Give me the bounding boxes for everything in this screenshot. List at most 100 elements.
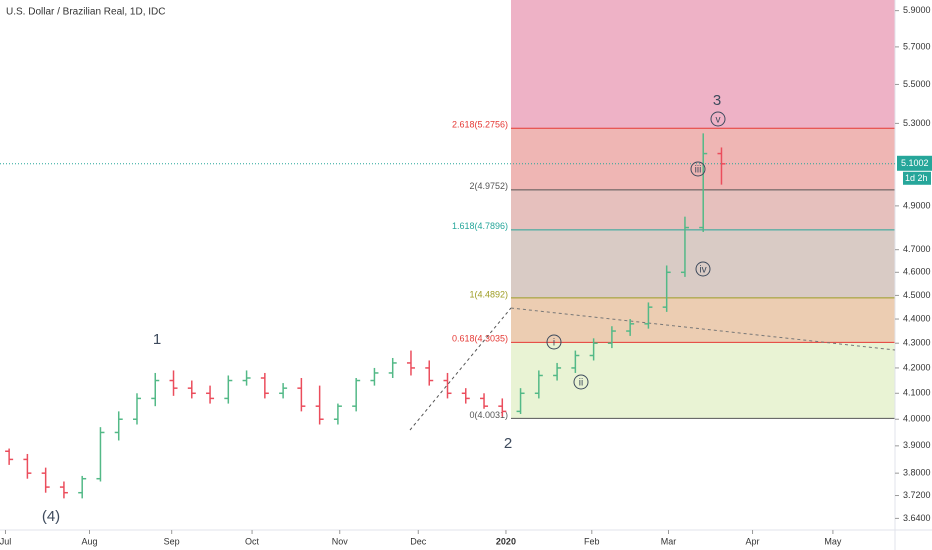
ohlc-bar [607, 326, 616, 349]
ohlc-bar [425, 360, 434, 386]
fib-label: 1(4.4892) [469, 289, 508, 299]
y-tick-label: 3.9000 [903, 440, 931, 450]
y-tick-label: 3.6400 [903, 513, 931, 523]
ohlc-bar [297, 378, 306, 412]
wave-circle [573, 374, 589, 390]
ohlc-bar [23, 453, 32, 479]
ohlc-bar [41, 467, 50, 493]
fib-label: 0.618(4.3035) [452, 334, 508, 344]
wave-label: 1 [153, 331, 161, 348]
price-badge-label: 5.1002 [901, 158, 929, 168]
ohlc-bar [370, 367, 379, 386]
ohlc-bar [534, 370, 543, 399]
ohlc-bar [406, 350, 415, 376]
y-tick-label: 4.2000 [903, 362, 931, 372]
ohlc-bar [717, 147, 726, 185]
sub-wave-label: iii [695, 165, 702, 176]
ohlc-bar [242, 370, 251, 386]
ohlc-bar [96, 427, 105, 482]
y-tick-label: 4.1000 [903, 388, 931, 398]
ohlc-bar [151, 372, 160, 407]
wave-circle [690, 161, 706, 177]
ohlc-bar [187, 380, 196, 399]
sub-wave-label: ii [579, 378, 583, 389]
ohlc-bar [699, 133, 708, 232]
x-tick-label: Feb [584, 536, 600, 546]
wave-circle [695, 261, 711, 277]
ohlc-bar [644, 302, 653, 329]
ohlc-bar [169, 370, 178, 396]
wave-label: (4) [42, 508, 60, 525]
ohlc-bar [388, 357, 397, 379]
fib-zone [511, 342, 895, 419]
ohlc-bar [352, 378, 361, 412]
ohlc-bar [78, 475, 87, 499]
y-tick-label: 3.8000 [903, 468, 931, 478]
x-tick-label: Sep [164, 536, 180, 546]
fib-zone [511, 0, 895, 129]
x-tick-label: Mar [661, 536, 677, 546]
x-tick-label: 2020 [496, 536, 516, 546]
y-tick-label: 4.9000 [903, 200, 931, 210]
ohlc-bar [626, 319, 635, 336]
x-tick-label: Apr [746, 536, 760, 546]
x-tick-label: Oct [245, 536, 260, 546]
ohlc-bar [224, 375, 233, 404]
countdown-label: 1d 2h [905, 173, 928, 183]
x-tick-label: Jul [0, 536, 11, 546]
ohlc-bar [114, 411, 123, 441]
trend-line [409, 307, 512, 431]
y-tick-label: 4.7000 [903, 244, 931, 254]
fib-zone [511, 297, 895, 343]
countdown-badge [903, 171, 931, 185]
price-badge [897, 155, 932, 171]
fib-label: 2(4.9752) [469, 181, 508, 191]
y-tick-label: 5.5000 [903, 79, 931, 89]
wave-circle [710, 111, 726, 127]
ohlc-bar [571, 350, 580, 373]
ohlc-bar [662, 265, 671, 312]
ohlc-bar [480, 393, 489, 409]
ohlc-bar [589, 338, 598, 361]
ohlc-bar [680, 216, 689, 277]
y-tick-label: 5.9000 [903, 5, 931, 15]
ohlc-bar [461, 388, 470, 404]
fib-label: 0(4.0031) [469, 410, 508, 420]
y-tick-label: 4.0000 [903, 414, 931, 424]
wave-label: 2 [504, 435, 512, 452]
ohlc-bar [315, 385, 324, 425]
x-tick-label: May [824, 536, 842, 546]
ohlc-bar [206, 385, 215, 404]
ohlc-bar [279, 383, 288, 399]
y-tick-label: 3.7200 [903, 490, 931, 500]
y-tick-label: 4.5000 [903, 290, 931, 300]
chart-title: U.S. Dollar / Brazilian Real, 1D, IDC [6, 7, 166, 18]
ohlc-bar [333, 403, 342, 425]
background [511, 0, 895, 419]
sub-wave-label: iv [699, 265, 706, 276]
sub-wave-label: v [716, 115, 721, 126]
ohlc-bar [443, 372, 452, 399]
y-tick-label: 4.3000 [903, 338, 931, 348]
y-tick-label: 5.7000 [903, 41, 931, 51]
trend-line [510, 307, 896, 351]
y-tick-label: 5.3000 [903, 118, 931, 128]
wave-circle [546, 334, 562, 350]
ohlc-bar [59, 481, 68, 499]
ohlc-bar [516, 388, 525, 414]
ohlc-bar [5, 448, 14, 465]
y-tick-label: 4.6000 [903, 267, 931, 277]
x-tick-label: Aug [81, 536, 97, 546]
fib-zone [511, 229, 895, 298]
ohlc-bar [132, 393, 141, 425]
x-tick-label: Dec [410, 536, 427, 546]
sub-wave-label: i [553, 338, 555, 349]
fib-label: 2.618(5.2756) [452, 120, 508, 130]
ohlc-bar [553, 362, 562, 381]
wave-label: 3 [713, 92, 721, 109]
ohlc-bar [260, 372, 269, 399]
x-tick-label: Nov [332, 536, 349, 546]
fib-label: 1.618(4.7896) [452, 221, 508, 231]
y-tick-label: 4.4000 [903, 313, 931, 323]
